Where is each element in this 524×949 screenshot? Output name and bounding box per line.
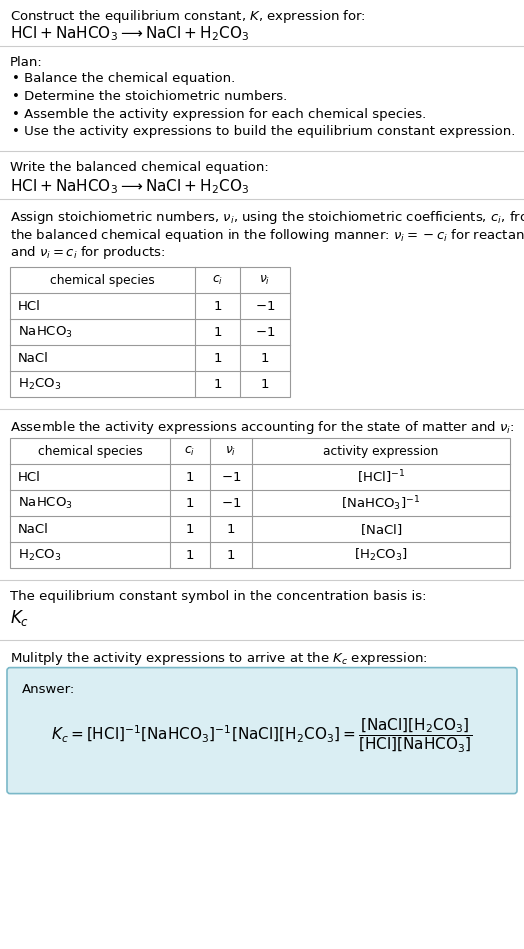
Text: 1: 1 [213, 351, 222, 364]
Text: Plan:: Plan: [10, 56, 43, 69]
Text: and $\nu_i = c_i$ for products:: and $\nu_i = c_i$ for products: [10, 245, 166, 261]
Text: • Determine the stoichiometric numbers.: • Determine the stoichiometric numbers. [12, 90, 287, 103]
Text: • Assemble the activity expression for each chemical species.: • Assemble the activity expression for e… [12, 107, 426, 121]
Text: 1: 1 [227, 523, 235, 535]
Text: 1: 1 [227, 549, 235, 562]
Text: $K_c$: $K_c$ [10, 607, 29, 628]
Text: $[\mathrm{HCl}]^{-1}$: $[\mathrm{HCl}]^{-1}$ [357, 469, 405, 486]
Text: • Use the activity expressions to build the equilibrium constant expression.: • Use the activity expressions to build … [12, 125, 516, 139]
Text: $c_i$: $c_i$ [212, 273, 223, 287]
Text: $[\mathrm{NaCl}]$: $[\mathrm{NaCl}]$ [360, 522, 402, 537]
Text: $c_i$: $c_i$ [184, 445, 195, 457]
Text: Assign stoichiometric numbers, $\nu_i$, using the stoichiometric coefficients, $: Assign stoichiometric numbers, $\nu_i$, … [10, 209, 524, 226]
Text: $\nu_i$: $\nu_i$ [259, 273, 270, 287]
Text: HCl: HCl [18, 471, 41, 484]
Text: $-1$: $-1$ [255, 326, 275, 339]
Text: activity expression: activity expression [323, 445, 439, 457]
Text: $[\mathrm{NaHCO_3}]^{-1}$: $[\mathrm{NaHCO_3}]^{-1}$ [341, 493, 421, 512]
Text: NaCl: NaCl [18, 351, 49, 364]
Text: 1: 1 [185, 496, 194, 510]
Text: 1: 1 [185, 471, 194, 484]
Text: Assemble the activity expressions accounting for the state of matter and $\nu_i$: Assemble the activity expressions accoun… [10, 419, 515, 436]
Text: $\mathrm{NaHCO_3}$: $\mathrm{NaHCO_3}$ [18, 325, 73, 340]
Text: 1: 1 [213, 378, 222, 390]
Text: Write the balanced chemical equation:: Write the balanced chemical equation: [10, 160, 269, 174]
Bar [10, 267, 290, 397]
Text: $\mathrm{HCl + NaHCO_3 \longrightarrow NaCl + H_2CO_3}$: $\mathrm{HCl + NaHCO_3 \longrightarrow N… [10, 24, 249, 43]
Text: 1: 1 [185, 549, 194, 562]
Text: NaCl: NaCl [18, 523, 49, 535]
Text: 1: 1 [213, 300, 222, 312]
Bar [10, 438, 510, 568]
Text: Construct the equilibrium constant, $K$, expression for:: Construct the equilibrium constant, $K$,… [10, 8, 366, 25]
Text: $\mathrm{H_2CO_3}$: $\mathrm{H_2CO_3}$ [18, 548, 61, 563]
Text: chemical species: chemical species [38, 445, 143, 457]
FancyBboxPatch shape [7, 667, 517, 793]
Text: The equilibrium constant symbol in the concentration basis is:: The equilibrium constant symbol in the c… [10, 590, 427, 604]
Text: $-1$: $-1$ [221, 471, 241, 484]
Text: 1: 1 [261, 378, 269, 390]
Text: $\mathrm{HCl + NaHCO_3 \longrightarrow NaCl + H_2CO_3}$: $\mathrm{HCl + NaHCO_3 \longrightarrow N… [10, 177, 249, 195]
Text: chemical species: chemical species [50, 273, 155, 287]
Text: HCl: HCl [18, 300, 41, 312]
Text: • Balance the chemical equation.: • Balance the chemical equation. [12, 72, 235, 85]
Text: $\mathrm{H_2CO_3}$: $\mathrm{H_2CO_3}$ [18, 377, 61, 392]
Text: $\nu_i$: $\nu_i$ [225, 445, 236, 457]
Text: 1: 1 [261, 351, 269, 364]
Text: 1: 1 [185, 523, 194, 535]
Text: $-1$: $-1$ [255, 300, 275, 312]
Text: the balanced chemical equation in the following manner: $\nu_i = -c_i$ for react: the balanced chemical equation in the fo… [10, 227, 524, 244]
Text: $-1$: $-1$ [221, 496, 241, 510]
Text: $K_c = [\mathrm{HCl}]^{-1} [\mathrm{NaHCO_3}]^{-1} [\mathrm{NaCl}][\mathrm{H_2CO: $K_c = [\mathrm{HCl}]^{-1} [\mathrm{NaHC… [51, 716, 473, 754]
Text: $[\mathrm{H_2CO_3}]$: $[\mathrm{H_2CO_3}]$ [354, 548, 408, 564]
Text: Mulitply the activity expressions to arrive at the $K_c$ expression:: Mulitply the activity expressions to arr… [10, 650, 428, 667]
Text: 1: 1 [213, 326, 222, 339]
Text: $\mathrm{NaHCO_3}$: $\mathrm{NaHCO_3}$ [18, 495, 73, 511]
Text: Answer:: Answer: [22, 682, 75, 696]
